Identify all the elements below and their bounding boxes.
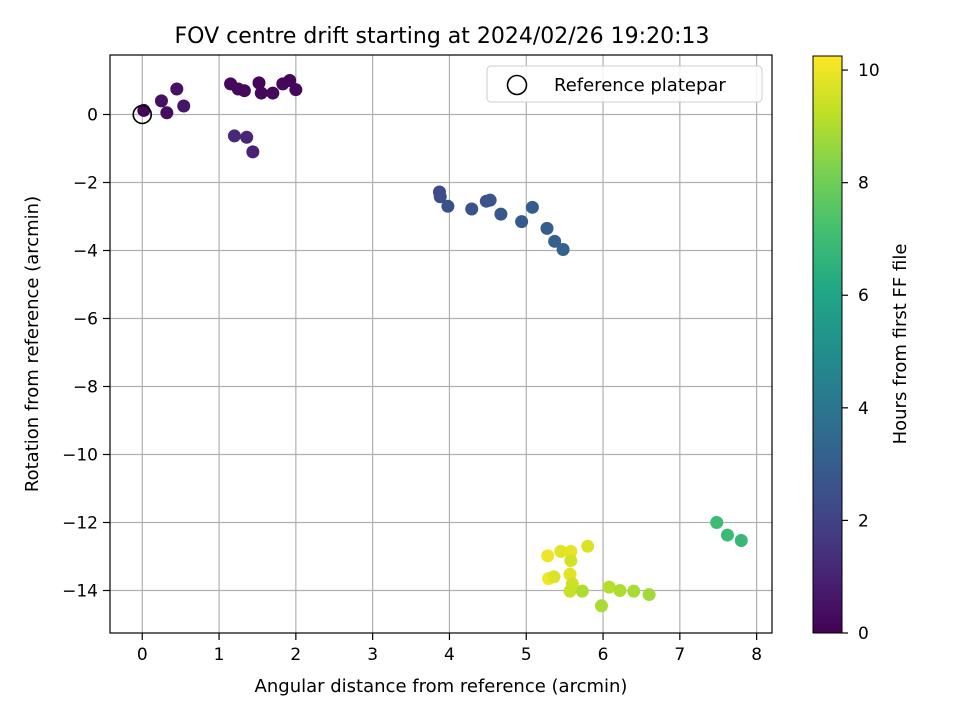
data-point: [483, 193, 497, 207]
data-point: [710, 516, 724, 529]
data-point: [254, 86, 268, 100]
data-point: [554, 544, 568, 558]
x-tick-label: 4: [444, 645, 455, 665]
colorbar-label: Hours from first FF file: [890, 244, 911, 445]
x-axis-ticks: 0 1 2 3 4 5 6 7 8: [137, 633, 762, 665]
data-point: [556, 242, 570, 256]
data-point: [564, 554, 578, 568]
data-point: [237, 84, 251, 98]
data-point: [160, 106, 174, 120]
colorbar: [812, 55, 843, 634]
data-point: [154, 94, 168, 108]
data-point: [581, 539, 595, 553]
data-point: [433, 190, 447, 204]
data-point: [465, 202, 479, 216]
data-point: [177, 99, 191, 113]
x-tick-label: 2: [290, 645, 301, 665]
legend-box: [486, 65, 763, 103]
legend-marker-open-circle: [506, 74, 528, 96]
y-tick-label: 0: [87, 106, 98, 126]
x-tick-label: 3: [367, 645, 378, 665]
x-tick-label: 8: [751, 645, 762, 665]
data-point: [720, 528, 734, 542]
data-point: [613, 584, 627, 597]
y-tick-label: −12: [62, 514, 98, 534]
data-point: [266, 86, 280, 100]
y-tick-label: −6: [73, 310, 98, 330]
data-point: [548, 234, 562, 248]
colorbar-tick-label: 2: [858, 511, 869, 531]
data-point: [515, 215, 529, 229]
data-point: [734, 534, 748, 548]
data-point: [494, 207, 508, 221]
grid-lines: [110, 55, 772, 633]
x-tick-label: 5: [521, 645, 532, 665]
data-point: [564, 544, 578, 558]
chart-title: FOV centre drift starting at 2024/02/26 …: [175, 24, 710, 49]
y-tick-label: −8: [73, 378, 98, 398]
data-point: [227, 129, 241, 143]
data-point: [441, 199, 455, 213]
reference-platepar-marker: [132, 104, 153, 125]
data-point: [602, 580, 616, 594]
legend: Reference platepar: [486, 65, 763, 103]
data-point: [240, 130, 254, 144]
data-points: [137, 74, 748, 613]
data-point: [246, 145, 260, 159]
colorbar-ticks: 0 2 4 6 8 10: [842, 61, 880, 644]
x-tick-label: 0: [137, 645, 148, 665]
colorbar-tick-label: 6: [858, 286, 869, 306]
y-tick-label: −10: [62, 446, 98, 466]
y-tick-label: −2: [73, 174, 98, 194]
x-tick-label: 6: [598, 645, 609, 665]
data-point: [627, 584, 641, 598]
x-axis-label: Angular distance from reference (arcmin): [255, 676, 628, 697]
x-tick-label: 7: [674, 645, 685, 665]
x-tick-label: 1: [214, 645, 225, 665]
data-point: [575, 584, 589, 598]
colorbar-tick-label: 8: [858, 174, 869, 194]
y-tick-label: −4: [73, 242, 98, 262]
colorbar-tick-label: 4: [858, 399, 869, 419]
data-point: [525, 200, 539, 214]
data-point: [283, 74, 297, 87]
plot-frame: [109, 54, 773, 634]
y-axis-ticks: 0 −2 −4 −6 −8 −10 −12 −14: [62, 106, 110, 602]
y-tick-label: −14: [62, 582, 98, 602]
data-point: [563, 584, 577, 598]
data-point: [170, 82, 184, 96]
legend-label: Reference platepar: [554, 75, 726, 96]
data-point: [252, 76, 266, 90]
data-point: [289, 83, 303, 97]
colorbar-tick-label: 10: [858, 61, 880, 81]
data-point: [540, 221, 554, 235]
y-axis-label: Rotation from reference (arcmin): [22, 196, 43, 492]
data-point: [547, 570, 561, 584]
data-point: [541, 549, 555, 563]
data-point: [642, 588, 656, 602]
colorbar-tick-label: 0: [858, 624, 869, 644]
data-point: [595, 599, 609, 613]
